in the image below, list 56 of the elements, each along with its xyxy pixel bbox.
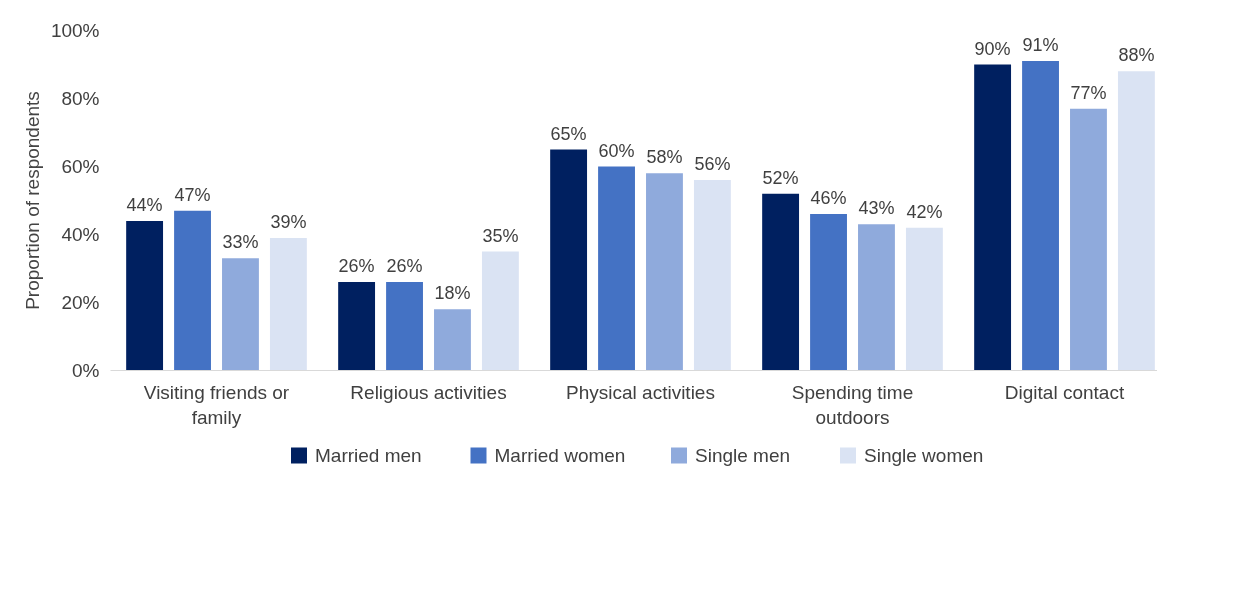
bar: [434, 309, 471, 371]
bar: [1070, 108, 1107, 371]
data-label: 39%: [270, 211, 307, 232]
bar: [222, 258, 259, 371]
data-label: 60%: [598, 140, 635, 161]
y-axis-title: Proportion of respondents: [21, 91, 43, 310]
data-label: 56%: [694, 154, 731, 175]
bar: [386, 282, 423, 371]
bar: [481, 251, 519, 371]
x-tick-label: Digital contact: [1004, 381, 1125, 403]
y-tick-label: 20%: [61, 292, 100, 313]
y-tick-label: 60%: [61, 156, 100, 177]
data-label: 65%: [550, 123, 587, 144]
bar: [126, 220, 164, 371]
data-label: 42%: [906, 201, 943, 222]
legend-label: Single men: [695, 445, 791, 466]
data-label: 26%: [338, 256, 375, 277]
bar: [550, 149, 588, 371]
bar: [646, 173, 683, 371]
bar: [905, 227, 943, 371]
data-label: 58%: [646, 147, 683, 168]
data-label: 33%: [222, 232, 259, 253]
data-label: 43%: [858, 198, 895, 219]
bar: [1117, 71, 1155, 371]
x-tick-label: Spending time outdoors: [791, 381, 914, 428]
y-tick-label: 0%: [72, 360, 100, 381]
data-label: 52%: [762, 167, 799, 188]
bar: [338, 282, 376, 371]
legend-label: Married women: [494, 445, 626, 466]
legend-label: Married men: [315, 445, 422, 466]
data-label: 46%: [810, 188, 847, 209]
x-tick-label: Religious activities: [350, 381, 507, 403]
bar: [810, 214, 847, 371]
y-tick-label: 40%: [61, 224, 100, 245]
bar: [693, 180, 731, 371]
data-label: 88%: [1118, 45, 1155, 66]
bar: [174, 210, 211, 371]
data-label: 47%: [174, 184, 211, 205]
x-tick-label: Visiting friends or family: [143, 381, 290, 428]
bar: [974, 64, 1012, 371]
data-label: 77%: [1070, 82, 1107, 103]
data-label: 26%: [386, 256, 423, 277]
data-label: 18%: [434, 283, 471, 304]
data-label: 90%: [974, 38, 1011, 59]
bar: [598, 166, 635, 371]
y-tick-label: 100%: [50, 20, 100, 41]
data-label: 44%: [126, 194, 163, 215]
data-label: 35%: [482, 225, 519, 246]
bar: [858, 224, 895, 371]
data-label: 91%: [1022, 35, 1059, 56]
bar: [1022, 61, 1059, 371]
bar: [762, 193, 800, 371]
x-tick-label: Physical activities: [566, 381, 715, 403]
y-tick-label: 80%: [61, 88, 100, 109]
legend-label: Single women: [864, 445, 984, 466]
bar: [269, 237, 307, 371]
